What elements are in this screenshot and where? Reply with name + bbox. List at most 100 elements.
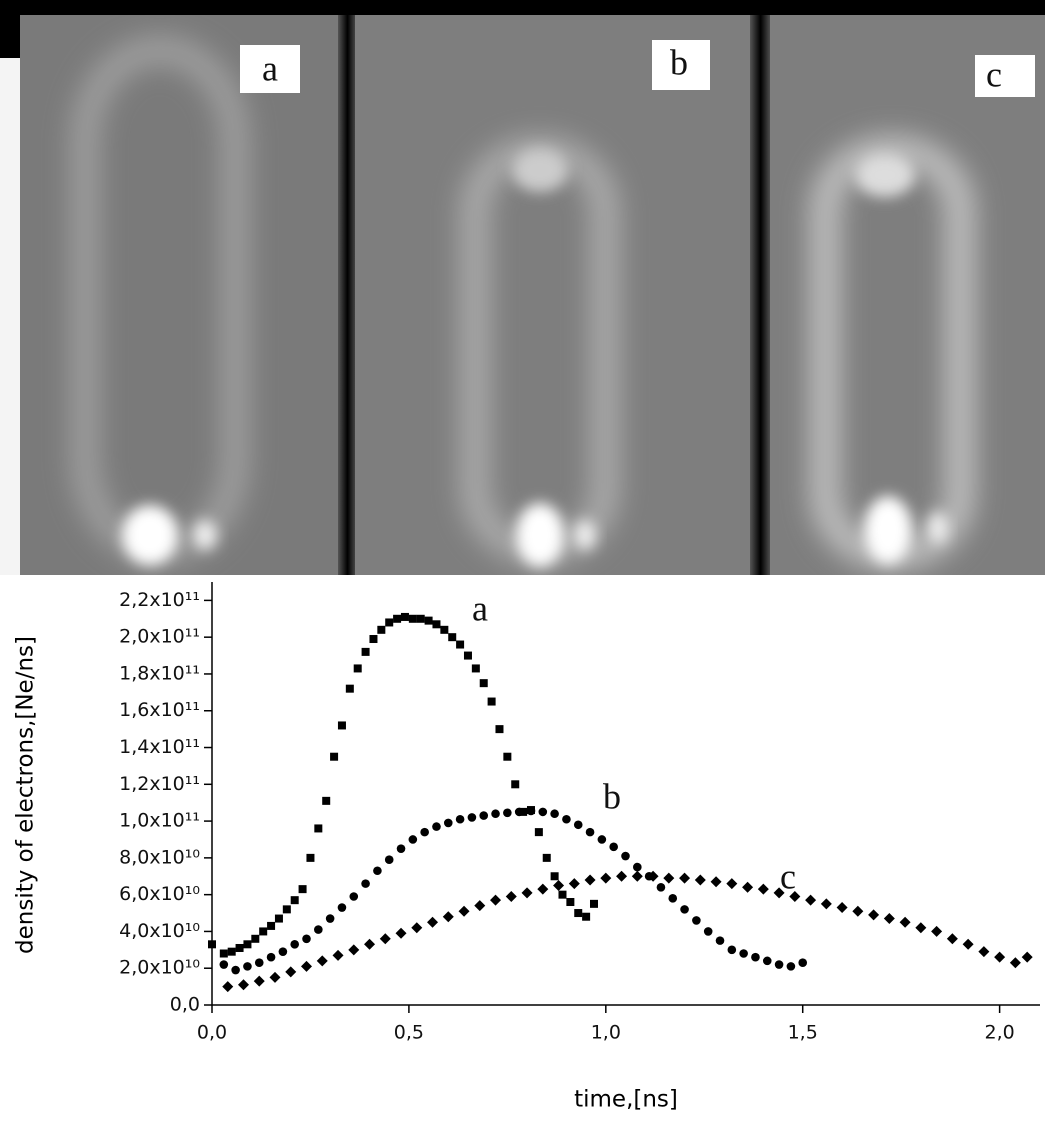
point: [550, 872, 559, 881]
point: [361, 647, 370, 656]
point: [703, 927, 713, 936]
series-label: a: [472, 588, 488, 628]
point: [290, 940, 300, 949]
image-panel: [770, 15, 1045, 575]
point: [259, 927, 268, 936]
point: [668, 894, 678, 903]
border: [0, 0, 20, 58]
point: [254, 958, 264, 967]
point: [420, 827, 429, 837]
point: [836, 902, 848, 914]
point: [762, 956, 772, 966]
point: [332, 949, 344, 961]
point: [609, 842, 618, 852]
image-panel: [355, 15, 752, 575]
point: [538, 807, 548, 817]
annotation-box: [593, 770, 665, 830]
point: [208, 940, 216, 949]
point: [467, 813, 477, 822]
point: [231, 965, 240, 975]
image-panel: [20, 15, 340, 575]
point: [274, 914, 283, 923]
point: [852, 905, 864, 917]
point: [899, 916, 911, 928]
point: [251, 934, 260, 943]
point: [285, 966, 297, 978]
point: [416, 614, 425, 623]
panel-label: a: [262, 48, 278, 88]
point: [408, 835, 418, 844]
y-tick-label: 4,0x10¹⁰: [119, 920, 200, 942]
point: [456, 640, 465, 649]
point: [710, 876, 722, 888]
point: [994, 951, 1006, 963]
point: [503, 808, 512, 818]
point: [385, 618, 394, 627]
label-box: [975, 55, 1035, 97]
point: [235, 943, 244, 952]
series-label: c: [780, 856, 796, 896]
point: [526, 806, 536, 816]
point: [395, 927, 407, 939]
point: [663, 872, 675, 884]
point: [978, 946, 990, 958]
x-tick-label: 2,0: [985, 1022, 1015, 1044]
point: [647, 870, 659, 882]
point: [589, 899, 598, 908]
panel-label: b: [670, 42, 688, 82]
point: [656, 882, 666, 892]
point: [514, 807, 524, 817]
point: [243, 962, 252, 971]
point: [361, 879, 370, 888]
point: [631, 870, 643, 882]
y-axis-label: density of electrons,[Ne/ns]: [13, 636, 39, 954]
point: [726, 878, 738, 890]
point: [458, 905, 470, 917]
point: [474, 900, 486, 912]
label-box: [652, 40, 710, 90]
y-tick-label: 1,8x10¹¹: [119, 662, 200, 684]
point: [742, 881, 754, 893]
point: [364, 938, 376, 950]
point: [314, 824, 323, 833]
point: [739, 949, 748, 958]
point: [915, 922, 927, 934]
y-tick-label: 2,0x10¹¹: [119, 626, 200, 648]
point: [479, 679, 488, 688]
point: [582, 912, 591, 921]
point: [302, 934, 311, 944]
point: [562, 814, 571, 824]
point: [521, 887, 533, 899]
point: [868, 909, 880, 921]
point: [597, 835, 607, 844]
panel-gap: [338, 15, 357, 575]
point: [400, 612, 409, 621]
point: [369, 635, 378, 644]
point: [349, 892, 359, 901]
point: [432, 822, 441, 831]
y-tick-label: 2,2x10¹¹: [119, 589, 200, 611]
point: [243, 940, 252, 949]
point: [692, 916, 701, 925]
point: [463, 651, 472, 660]
point: [568, 878, 580, 890]
y-tick-label: 0,0: [170, 994, 200, 1016]
point: [440, 625, 449, 634]
point: [222, 981, 234, 993]
point: [424, 616, 433, 625]
point: [471, 664, 480, 673]
point: [534, 828, 543, 837]
point: [411, 922, 423, 934]
point: [491, 809, 500, 819]
point: [490, 894, 502, 906]
point: [219, 949, 228, 958]
point: [373, 866, 382, 876]
point: [396, 844, 406, 853]
point: [616, 870, 628, 882]
x-tick-label: 0,5: [394, 1022, 424, 1044]
point: [633, 862, 642, 872]
y-tick-label: 1,6x10¹¹: [119, 699, 200, 721]
point: [805, 894, 817, 906]
point: [301, 960, 313, 972]
